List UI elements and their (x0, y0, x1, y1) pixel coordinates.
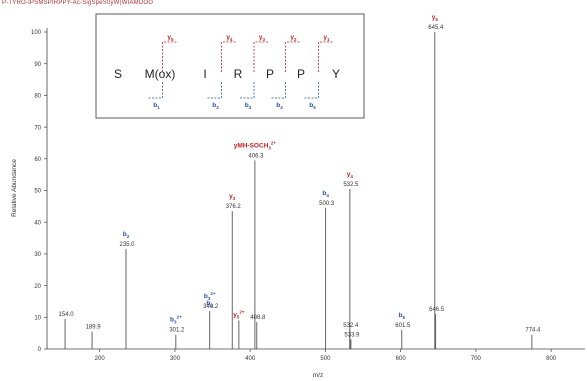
peak-ion-label: b4 (322, 190, 329, 198)
peak-mz-label: 532.4 (343, 323, 359, 329)
y-ion-label: y4 (226, 34, 233, 42)
x-tick-label: 200 (95, 356, 106, 362)
header-caption: P-TYRΟ-IPSMSPIRPPY-Ac-SigSpeS0yW(WIAMDOO (2, 0, 154, 6)
sequence-residue: P (297, 67, 305, 81)
b-ion-label: b5 (309, 102, 316, 110)
x-tick-label: 700 (471, 356, 482, 362)
b-ion-bracket (207, 82, 222, 99)
y-tick-label: 60 (34, 157, 41, 163)
peak-mz-label: 646.5 (429, 307, 445, 313)
y-tick-label: 50 (34, 189, 41, 195)
x-axis-label: m/z (313, 372, 323, 379)
peak-ion-label: yMH-SOCH32+ (234, 140, 277, 150)
sequence-inset: S M(ox) I R P P Yy5 b1 y4 b2 y3 b3 y2 b4 y1 b5 (95, 13, 365, 119)
y-tick-label: 100 (31, 30, 42, 36)
peak-ion-label: y4 (347, 171, 354, 179)
x-tick-label: 300 (170, 356, 181, 362)
peak-ion-label: y3 (229, 193, 236, 201)
y-ion-label: y1 (323, 34, 330, 42)
y-tick-label: 80 (34, 94, 41, 100)
y-ion-bracket (162, 41, 177, 72)
y-ion-bracket (285, 41, 300, 72)
sequence-residue: M(ox) (145, 67, 176, 81)
y-ion-label: y2 (290, 34, 297, 42)
peak-ion-label: b32+ (204, 291, 216, 301)
peak-ion-label: b32+ (170, 315, 182, 325)
y-tick-label: 30 (34, 252, 41, 258)
y-ion-bracket (221, 41, 236, 72)
b-ion-bracket (271, 82, 286, 99)
b-ion-label: b4 (276, 102, 283, 110)
y-ion-label: y5 (167, 34, 174, 42)
x-tick-label: 500 (320, 356, 331, 362)
sequence-residue: I (203, 67, 206, 81)
y-tick-label: 10 (34, 316, 41, 322)
peak-mz-label: 235.0 (119, 242, 135, 248)
y-tick-label: 90 (34, 62, 41, 68)
peak-mz-label: 533.9 (344, 332, 360, 338)
peak-ion-label-secondary: b3 (206, 300, 213, 308)
peak-mz-label: 645.4 (428, 25, 444, 31)
sequence-residue: P (266, 67, 274, 81)
y-ion-bracket (318, 41, 333, 72)
peak-ion-label: y52+ (233, 309, 245, 319)
peak-mz-label: 408.8 (250, 315, 266, 321)
peak-mz-label: 189.9 (86, 325, 102, 331)
peak-mz-label: 500.3 (319, 201, 335, 207)
y-ion-label: y3 (259, 34, 266, 42)
peak-ion-label: y5 (432, 14, 439, 22)
peak-mz-label: 406.3 (248, 153, 264, 159)
sequence-residue: R (234, 67, 243, 81)
peak-ion-label: b5 (399, 312, 406, 320)
peak-mz-label: 601.5 (395, 323, 411, 329)
peak-mz-label: 774.4 (525, 328, 541, 334)
b-ion-bracket (304, 82, 319, 99)
x-tick-label: 800 (546, 356, 557, 362)
peak-labels-layer: 154.0189.9235.0b2301.2b32+346.2b32+b3376… (59, 14, 541, 338)
peak-mz-label: 532.5 (343, 182, 359, 188)
b-ion-bracket (148, 82, 163, 99)
y-tick-label: 20 (34, 284, 41, 290)
x-tick-label: 600 (396, 356, 407, 362)
peak-mz-label: 346.2 (203, 304, 219, 310)
b-ion-label: b1 (153, 102, 160, 110)
axes-layer: 0 10 20 30 40 50 60 70 80 90 100 200 300 400 500 600 700… (31, 28, 585, 362)
peak-mz-label: 154.0 (59, 312, 75, 318)
x-tick-label: 400 (245, 356, 256, 362)
b-ion-bracket (240, 82, 255, 99)
y-tick-label: 40 (34, 220, 41, 226)
peak-mz-label: 376.2 (226, 204, 242, 210)
sequence-residue: S (114, 67, 122, 81)
y-tick-label: 70 (34, 125, 41, 131)
sequence-residue: Y (332, 67, 340, 81)
peak-ion-label: b2 (123, 231, 130, 239)
b-ion-label: b2 (212, 102, 219, 110)
peak-mz-label: 301.2 (169, 328, 185, 334)
y-tick-label: 0 (38, 347, 42, 353)
y-axis-label: Relative Abundance (11, 159, 18, 217)
b-ion-label: b3 (245, 102, 252, 110)
y-ion-bracket (253, 41, 268, 72)
inset-frame (95, 13, 365, 119)
peaks-layer (64, 32, 533, 349)
